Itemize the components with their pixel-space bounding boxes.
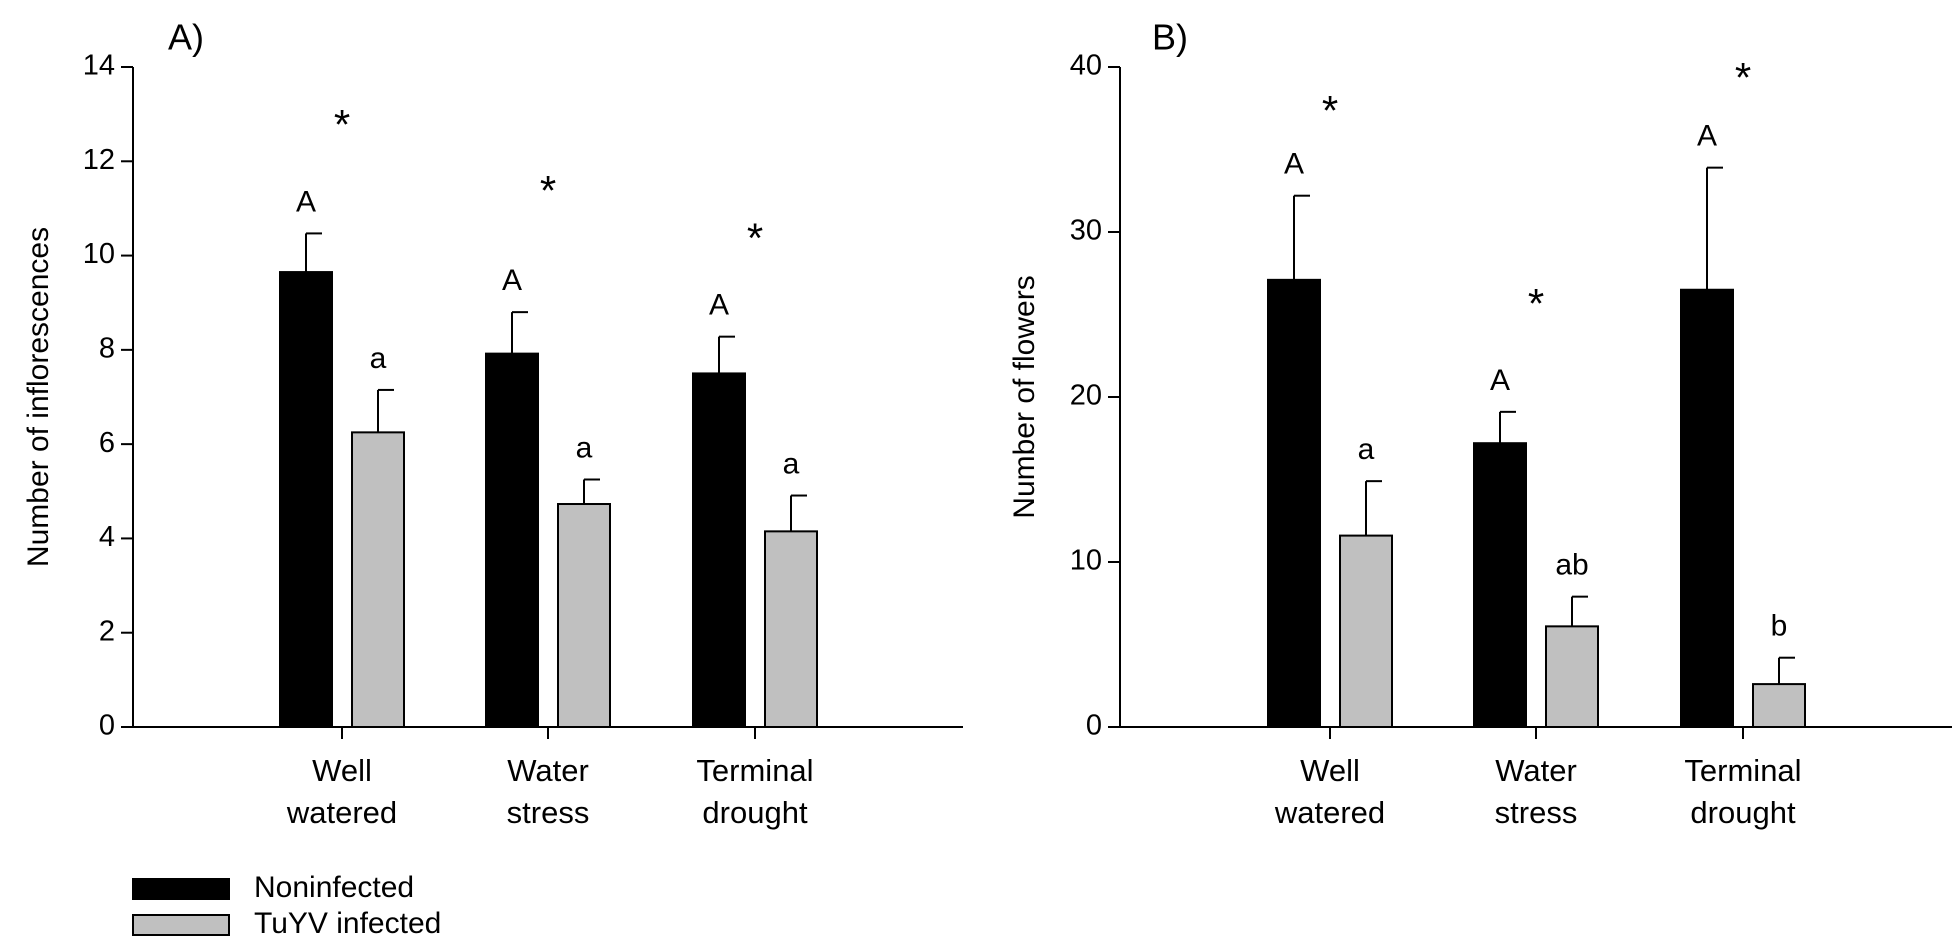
legend-swatch-infected [132, 914, 230, 936]
bar-noninfected [485, 352, 539, 728]
chart-panel-b: B) 0 10 20 30 40 Number of flowers Aa * Well water… [1008, 17, 1952, 830]
category-label-line2: drought [702, 795, 808, 830]
bar-noninfected [692, 372, 746, 728]
y-tick-label: 14 [83, 50, 115, 82]
y-tick-label: 10 [83, 238, 115, 270]
significance-letter: a [1358, 433, 1375, 466]
chart-panel-a: A) 0 2 4 6 8 10 12 14 Number of inflorescences Aa *… [22, 17, 963, 830]
bar-infected [1752, 683, 1806, 728]
significance-letter: A [1284, 148, 1304, 181]
bar-infected [351, 431, 405, 728]
significance-letter: A [709, 289, 729, 322]
category-label-line1: Well [1300, 753, 1360, 788]
significance-star: * [540, 167, 556, 214]
significance-letter: A [296, 185, 316, 218]
legend-label-infected: TuYV infected [254, 907, 441, 940]
bar-noninfected [279, 271, 333, 728]
bar-noninfected [1473, 442, 1527, 728]
chart-panels: A) 0 2 4 6 8 10 12 14 Number of inflorescences Aa *… [22, 17, 1952, 830]
significance-letter: A [502, 264, 522, 297]
significance-star: * [1528, 280, 1544, 327]
category-label-line2: watered [286, 795, 397, 830]
panel-title: A) [168, 17, 204, 58]
category-label-line1: Terminal [696, 753, 813, 788]
significance-letter: b [1771, 610, 1788, 643]
legend-swatch-noninfected [132, 878, 230, 900]
y-tick-label: 12 [83, 144, 115, 176]
category-label-line1: Water [1495, 753, 1577, 788]
y-tick-label: 0 [99, 710, 115, 742]
bar-noninfected [1267, 278, 1321, 728]
y-tick-label: 8 [99, 333, 115, 365]
y-tick-label: 20 [1070, 380, 1102, 412]
significance-star: * [1322, 87, 1338, 134]
significance-star: * [747, 214, 763, 261]
y-tick-label: 0 [1086, 710, 1102, 742]
significance-letter: a [370, 342, 387, 375]
y-tick-label: 6 [99, 427, 115, 459]
bar-infected [1545, 625, 1599, 728]
y-tick-label: 2 [99, 615, 115, 647]
category-label-line1: Terminal [1684, 753, 1801, 788]
bar-infected [557, 503, 611, 728]
category-label-line2: stress [1495, 795, 1578, 830]
y-tick-label: 40 [1070, 50, 1102, 82]
significance-letter: a [783, 447, 800, 480]
y-tick-label: 4 [99, 521, 115, 553]
significance-letter: ab [1555, 549, 1588, 582]
y-tick-label: 10 [1070, 545, 1102, 577]
legend-label-noninfected: Noninfected [254, 871, 414, 904]
bar-infected [764, 530, 818, 728]
panel-title: B) [1152, 17, 1188, 58]
bar-infected [1339, 534, 1393, 728]
y-axis-title: Number of inflorescences [22, 227, 55, 567]
significance-letter: A [1697, 120, 1717, 153]
category-label-line2: watered [1274, 795, 1385, 830]
significance-letter: a [576, 431, 593, 464]
bar-noninfected [1680, 288, 1734, 728]
y-axis-title: Number of flowers [1008, 275, 1041, 518]
category-label-line2: stress [507, 795, 590, 830]
significance-star: * [334, 101, 350, 148]
category-label-line2: drought [1690, 795, 1796, 830]
significance-star: * [1735, 54, 1751, 101]
y-tick-label: 30 [1070, 215, 1102, 247]
category-label-line1: Water [507, 753, 589, 788]
category-label-line1: Well [312, 753, 372, 788]
significance-letter: A [1490, 364, 1510, 397]
